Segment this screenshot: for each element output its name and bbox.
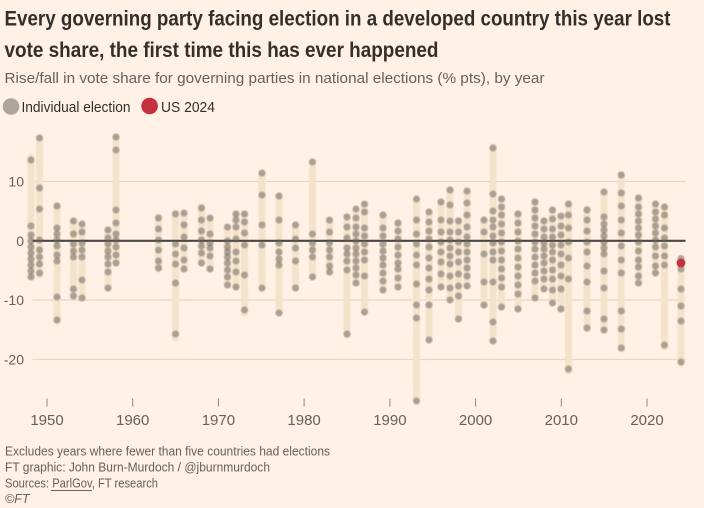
svg-text:1970: 1970 [202,412,235,429]
svg-text:10: 10 [8,174,24,190]
svg-text:1990: 1990 [373,412,406,429]
svg-text:2010: 2010 [545,412,578,429]
svg-text:US 2024: US 2024 [161,100,215,116]
svg-text:0: 0 [16,233,24,249]
svg-text:2020: 2020 [630,412,663,429]
svg-text:FT graphic: John Burn-Murdoch: FT graphic: John Burn-Murdoch / @jburnmu… [5,461,270,475]
svg-text:Every governing party facing e: Every governing party facing election in… [5,8,671,31]
svg-text:Excludes years where fewer tha: Excludes years where fewer than five cou… [5,445,330,459]
svg-text:Individual election: Individual election [22,100,131,116]
svg-text:1950: 1950 [30,412,63,429]
svg-text:-20: -20 [4,352,24,368]
svg-text:1960: 1960 [116,412,149,429]
svg-text:Sources: ParlGov, FT research: Sources: ParlGov, FT research [5,477,158,491]
svg-text:Rise/fall in vote share for go: Rise/fall in vote share for governing pa… [5,71,545,87]
svg-text:2000: 2000 [459,412,492,429]
svg-text:vote share, the first time thi: vote share, the first time this has ever… [5,39,439,62]
svg-text:©FT: ©FT [5,492,31,506]
svg-text:-10: -10 [4,292,24,308]
svg-text:1980: 1980 [287,412,320,429]
